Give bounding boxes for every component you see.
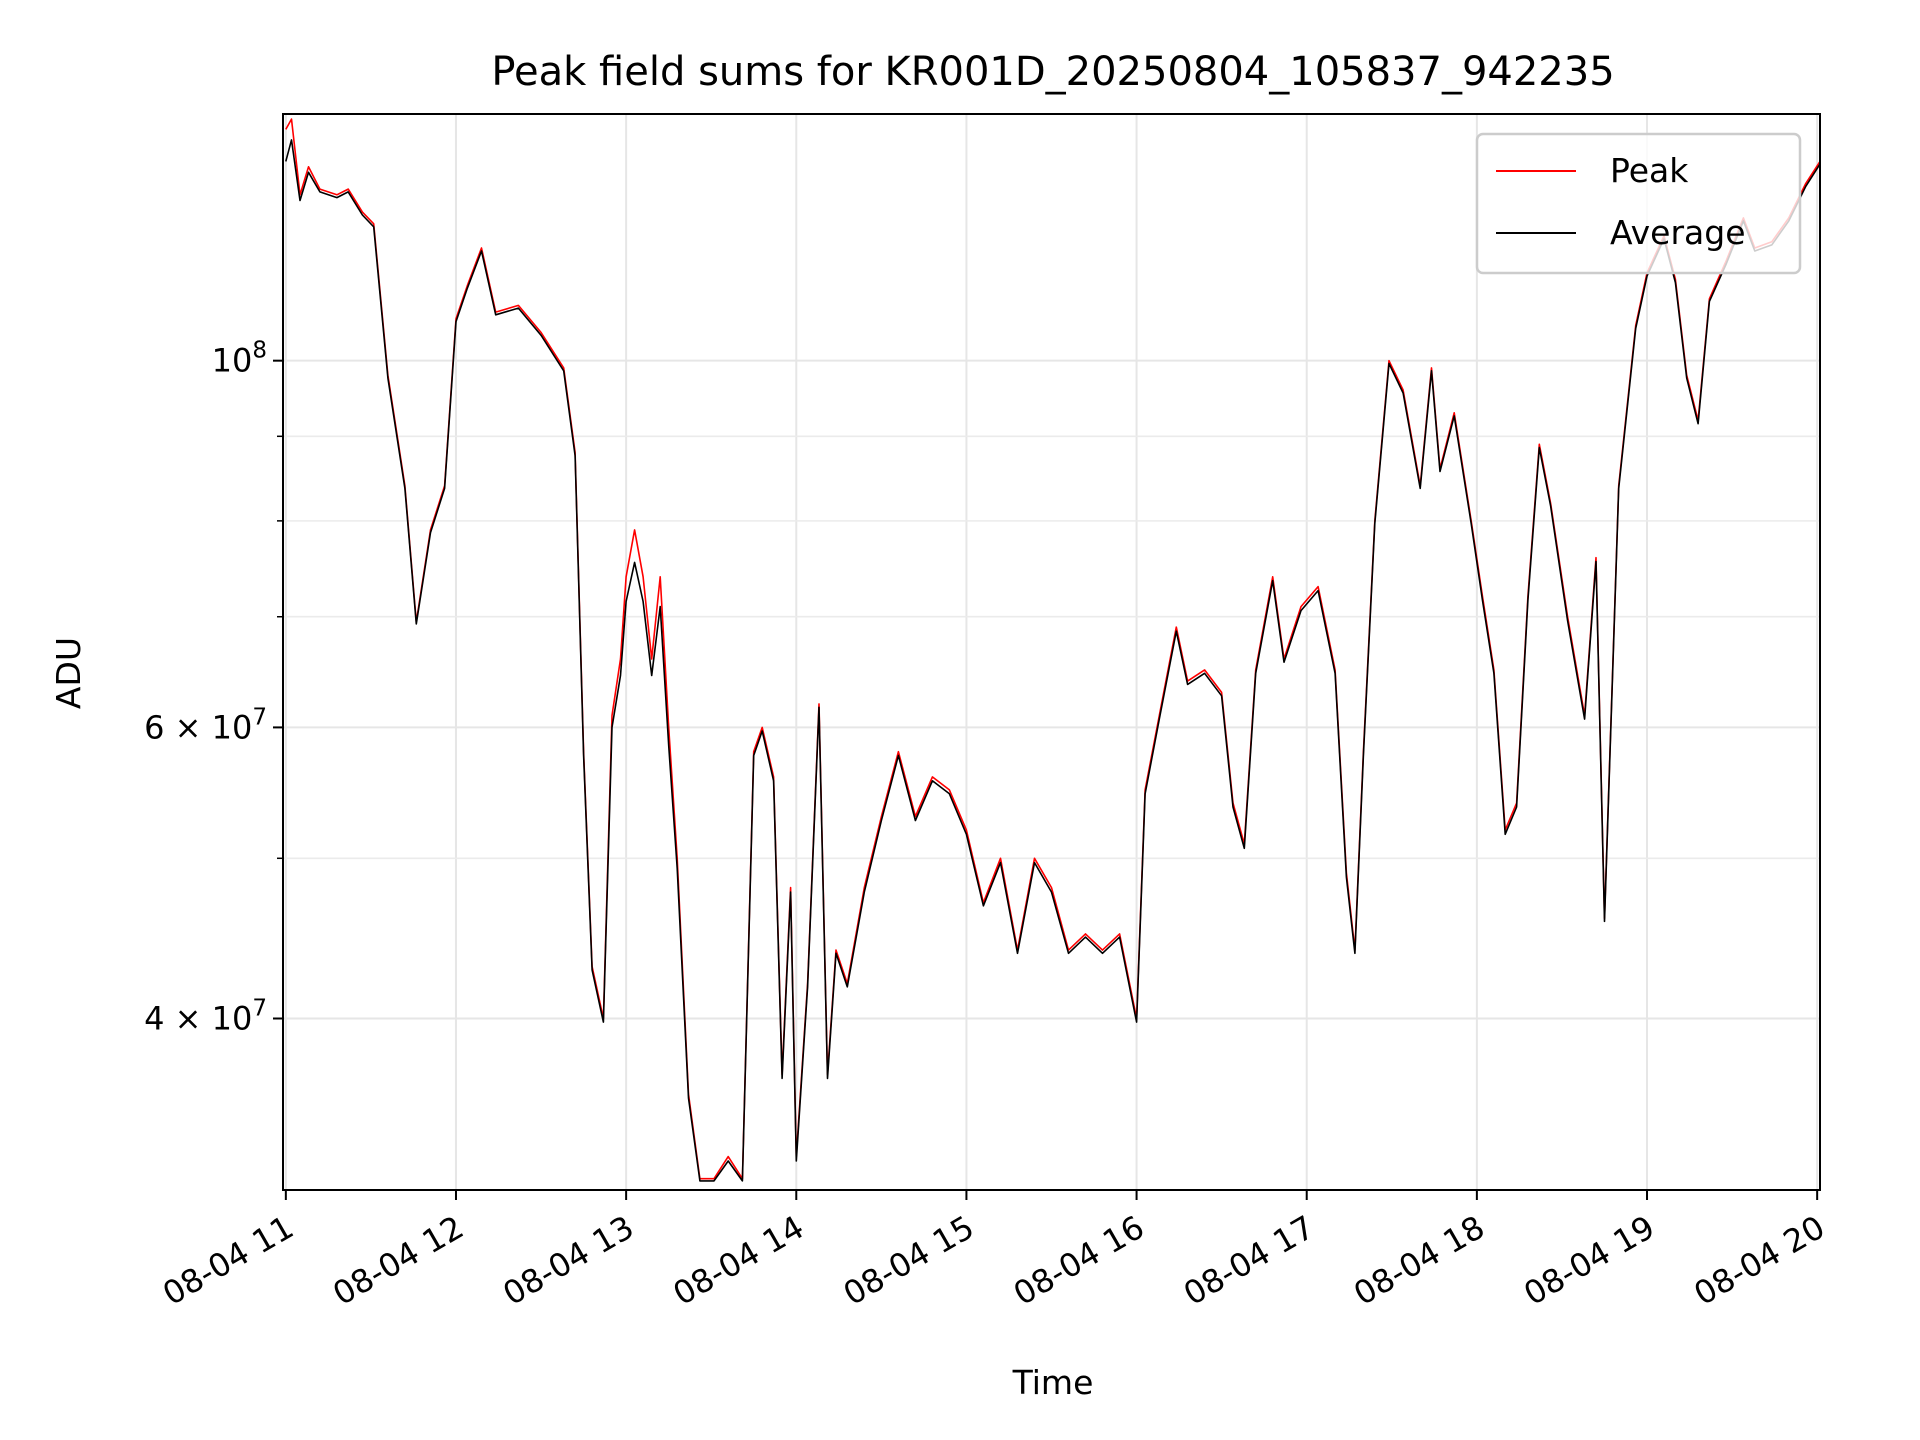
y-axis-label: ADU <box>49 637 88 709</box>
y-tick-label: 6 × 107 <box>144 704 267 746</box>
series-line-average <box>285 139 1821 1182</box>
legend-box <box>1475 132 1802 275</box>
legend-label-peak: Peak <box>1610 151 1689 190</box>
chart-title: Peak field sums for KR001D_20250804_1058… <box>491 49 1614 95</box>
series-layer <box>285 118 1821 1182</box>
x-axis-label: Time <box>1012 1363 1094 1402</box>
legend: Peak Average <box>1475 132 1802 275</box>
grid <box>283 114 1820 1190</box>
plot-frame <box>282 113 1821 1191</box>
y-tick-label: 4 × 107 <box>144 995 267 1037</box>
legend-label-average: Average <box>1610 213 1746 252</box>
